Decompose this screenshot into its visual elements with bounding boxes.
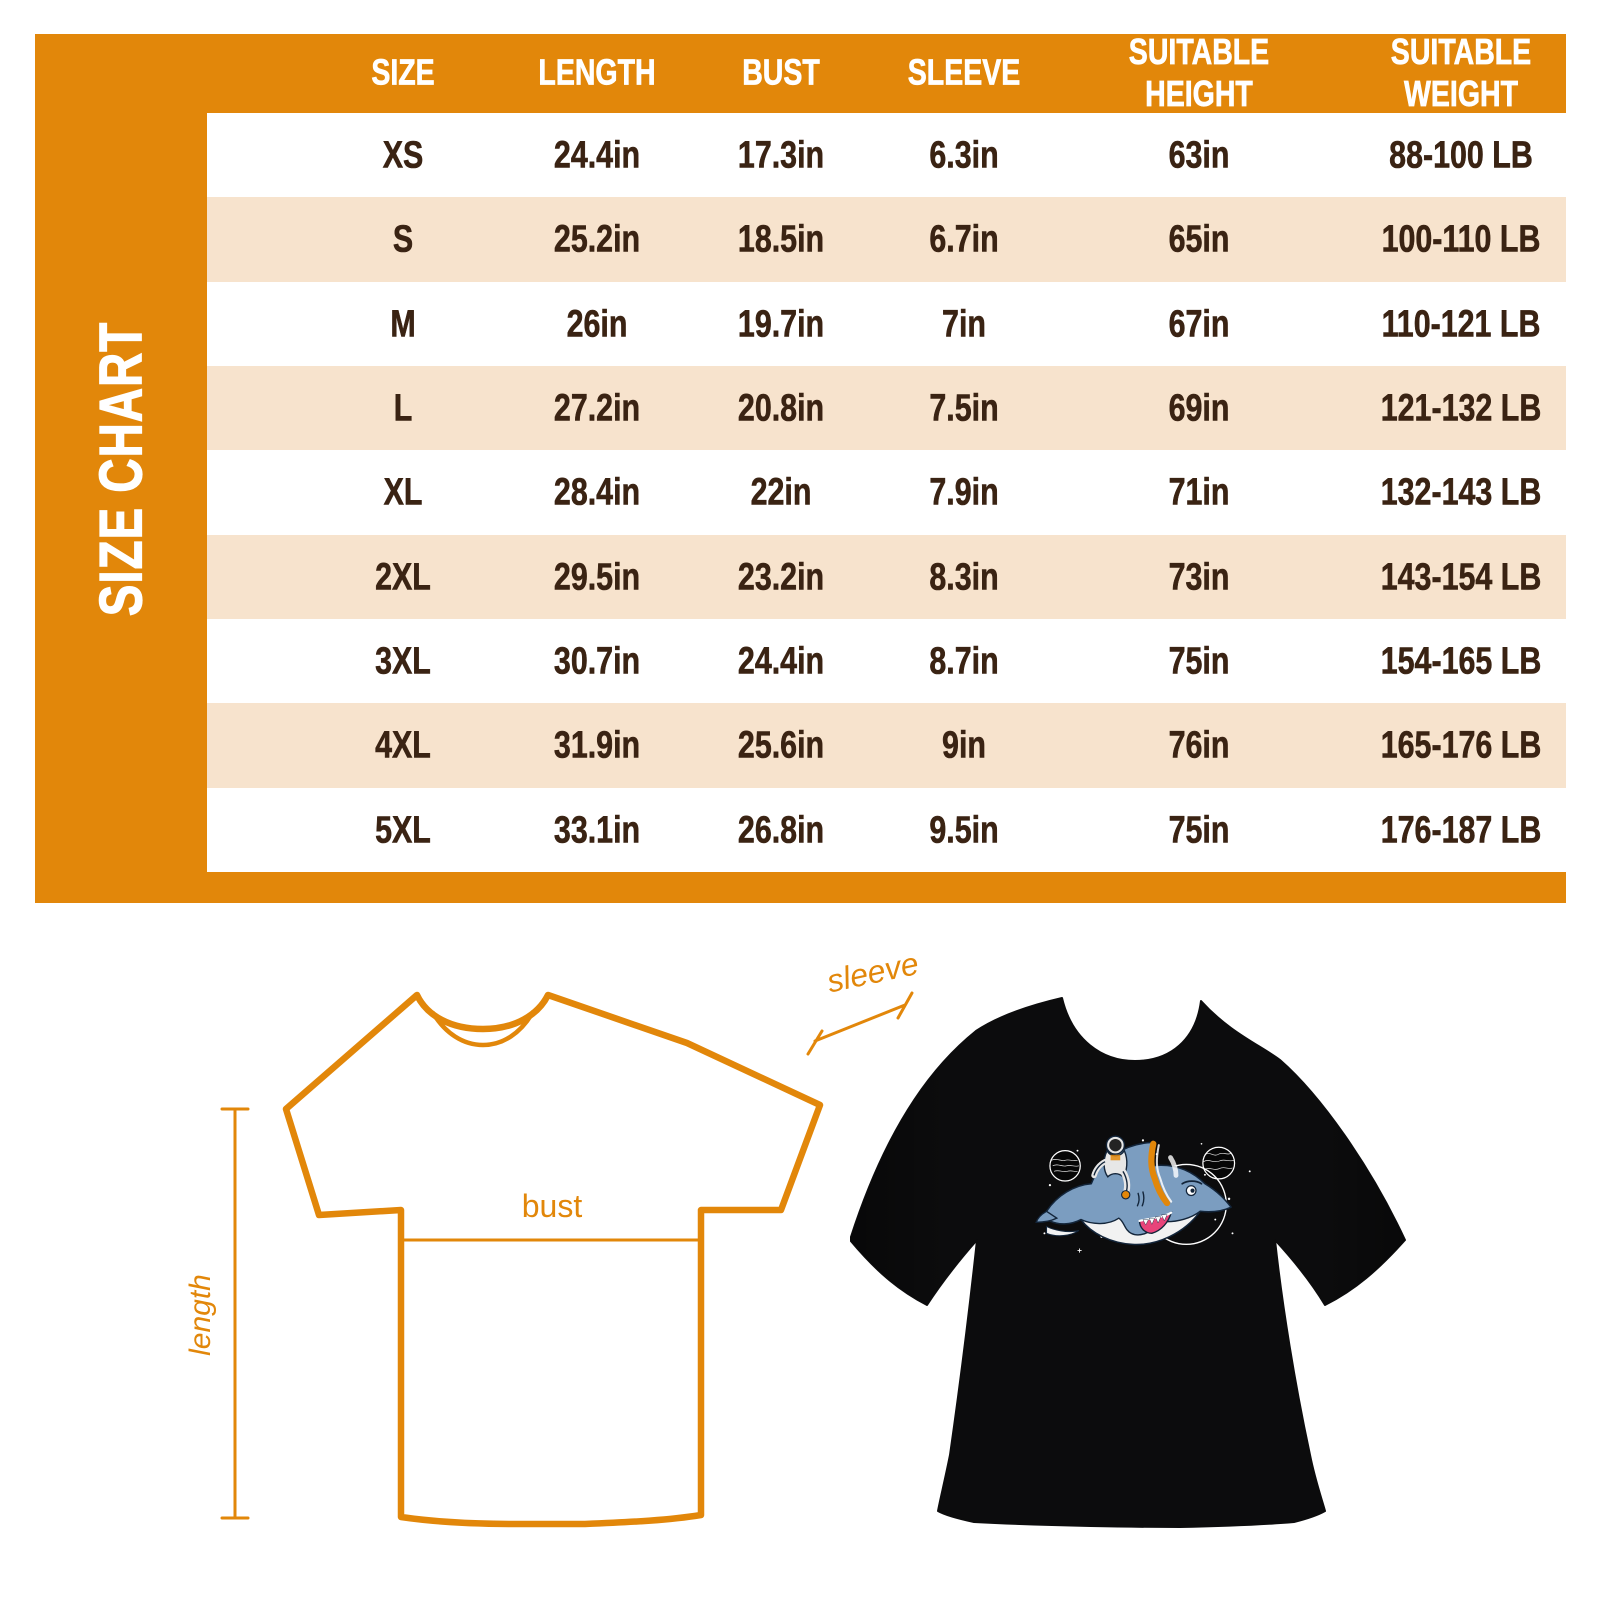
svg-text:length: length [184, 1274, 217, 1356]
svg-text:bust: bust [522, 1188, 583, 1224]
